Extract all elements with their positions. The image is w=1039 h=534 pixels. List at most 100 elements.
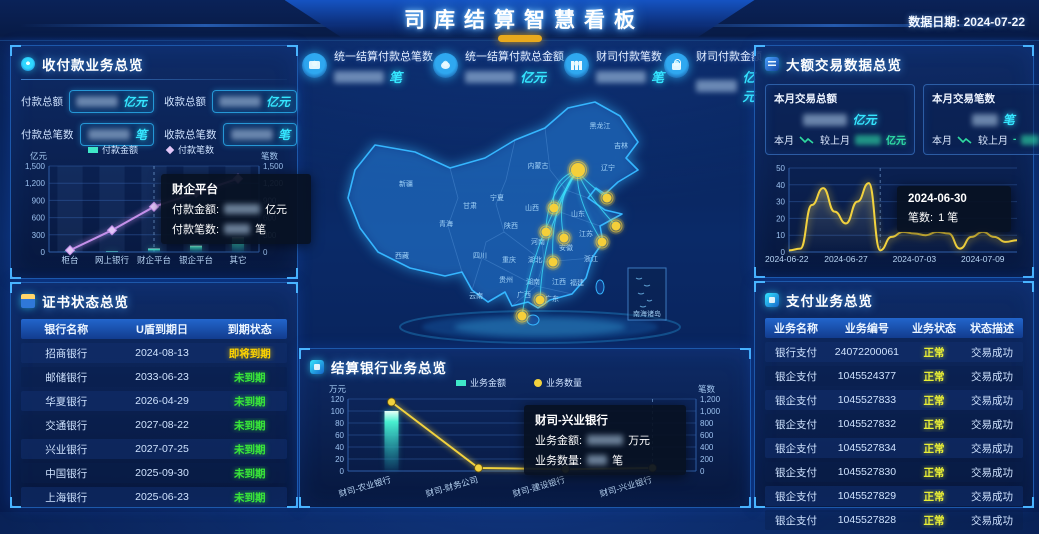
province-label: 浙江 bbox=[584, 254, 598, 263]
table-cell: 未到期 bbox=[234, 419, 266, 432]
table-cell: 1045527832 bbox=[837, 418, 897, 430]
svg-text:2024-06-22: 2024-06-22 bbox=[765, 254, 809, 264]
svg-text:80: 80 bbox=[335, 419, 344, 428]
table-cell: 银企支付 bbox=[774, 394, 817, 407]
corner-decor bbox=[754, 281, 765, 292]
table-cell: 银企支付 bbox=[774, 466, 817, 479]
header-decor-left bbox=[20, 24, 390, 27]
compare-label: 较上月 bbox=[820, 136, 850, 147]
eye-icon bbox=[21, 57, 35, 71]
payment-stats: 付款总额 亿元 收款总额 亿元 付款总笔数 笔 收款总笔数 笔 bbox=[11, 80, 298, 146]
table-cell: 邮储银行 bbox=[45, 371, 88, 384]
province-label: 西藏 bbox=[395, 251, 409, 260]
map-marker[interactable] bbox=[535, 295, 545, 305]
corner-decor bbox=[1023, 281, 1034, 292]
tooltip-label: 付款笔数: bbox=[172, 224, 220, 236]
chart-tooltip: 财司-兴业银行 业务金额: 万元 业务数量: 笔 bbox=[524, 405, 686, 475]
tooltip-title: 财企平台 bbox=[172, 184, 218, 196]
map-hub-marker[interactable] bbox=[571, 163, 585, 177]
corner-decor bbox=[287, 497, 298, 508]
map-marker[interactable] bbox=[548, 257, 558, 267]
box-label: 本月交易笔数 bbox=[932, 93, 995, 105]
value-box: 笔 bbox=[222, 123, 298, 146]
redacted-value bbox=[1021, 134, 1039, 145]
table-row: 银企支付 1045527830 正常 交易成功 bbox=[765, 462, 1023, 482]
svg-text:其它: 其它 bbox=[229, 255, 246, 265]
stat-unit: 笔 bbox=[651, 70, 665, 85]
table-cell: 即将到期 bbox=[228, 347, 271, 360]
stat-unit: 亿元 bbox=[266, 95, 291, 109]
map-marker[interactable] bbox=[611, 221, 621, 231]
top-stats-row: 统一结算付款总笔数 笔 统一结算付款总金额 亿元 财司付款笔数 笔 财司付款金额… bbox=[302, 48, 762, 104]
tooltip-unit: 亿元 bbox=[265, 204, 288, 216]
screen-icon bbox=[302, 53, 327, 78]
corner-decor bbox=[1023, 267, 1034, 278]
panel-settlement-bank: 结算银行业务总览 0 20 40 60 80 100 120 0 200 400 600 800 1,0… bbox=[299, 348, 751, 508]
stat-unit: 亿元 bbox=[520, 70, 547, 85]
table-cell: 华夏银行 bbox=[45, 395, 88, 408]
column-header: 业务名称 bbox=[773, 323, 818, 335]
svg-text:0: 0 bbox=[781, 248, 786, 257]
map-marker[interactable] bbox=[541, 227, 551, 237]
divider bbox=[21, 79, 287, 80]
stat-item: 付款总额 亿元 bbox=[21, 90, 155, 113]
map-marker[interactable] bbox=[559, 233, 569, 243]
svg-text:2024-06-27: 2024-06-27 bbox=[824, 254, 868, 264]
table-row: 上海银行 2025-06-23 未到期 bbox=[21, 487, 287, 507]
province-label: 湖南 bbox=[526, 277, 540, 286]
table-cell: 1045527830 bbox=[837, 466, 897, 478]
redacted-value bbox=[231, 129, 274, 140]
redacted-value bbox=[971, 113, 998, 126]
china-map[interactable]: 黑龙江 吉林 辽宁 内蒙古 新疆 甘肃 青海 宁夏 陕西 山西 河南 山东 江苏 安徽 湖北 湖南 江西 浙江 福建… bbox=[300, 90, 752, 346]
table-cell: 银企支付 bbox=[774, 514, 817, 527]
svg-text:付款金额: 付款金额 bbox=[102, 144, 138, 155]
svg-text:亿元: 亿元 bbox=[30, 151, 48, 161]
redacted-value bbox=[224, 204, 261, 214]
svg-text:0: 0 bbox=[340, 467, 345, 476]
table-cell: 正常 bbox=[923, 442, 945, 455]
compare-unit: 亿元 bbox=[886, 136, 906, 147]
table-row: 银企支付 1045527834 正常 交易成功 bbox=[765, 438, 1023, 458]
redacted-value bbox=[76, 96, 118, 107]
map-marker[interactable] bbox=[597, 237, 607, 247]
tooltip-title: 财司-兴业银行 bbox=[535, 415, 608, 427]
table-cell: 1045524377 bbox=[837, 370, 897, 382]
province-label: 青海 bbox=[439, 219, 453, 228]
table-cell: 交易成功 bbox=[971, 418, 1013, 431]
corner-decor bbox=[287, 268, 298, 279]
panel-title: 大额交易数据总览 bbox=[755, 46, 1033, 76]
redacted-value bbox=[855, 134, 881, 145]
table-cell: 24072200061 bbox=[834, 346, 900, 358]
svg-text:30: 30 bbox=[776, 198, 785, 207]
svg-text:40: 40 bbox=[335, 443, 344, 452]
map-marker[interactable] bbox=[602, 193, 612, 203]
map-marker[interactable] bbox=[549, 203, 559, 213]
map-marker[interactable] bbox=[517, 311, 527, 321]
table-cell: 交易成功 bbox=[971, 370, 1013, 383]
table-row: 银企支付 1045527829 正常 交易成功 bbox=[765, 486, 1023, 506]
redacted-value bbox=[587, 435, 624, 445]
table-cell: 银企支付 bbox=[774, 490, 817, 503]
stat-label: 收款总笔数 bbox=[164, 129, 217, 141]
tooltip-label: 业务金额: bbox=[535, 435, 583, 447]
province-label: 广西 bbox=[517, 290, 531, 299]
table-cell: 交易成功 bbox=[971, 466, 1013, 479]
svg-text:1,000: 1,000 bbox=[700, 407, 721, 416]
redacted-value bbox=[465, 70, 515, 83]
corner-decor bbox=[754, 45, 765, 56]
table-cell: 2027-08-22 bbox=[135, 419, 189, 431]
svg-text:财企平台: 财企平台 bbox=[137, 255, 171, 265]
stat-label: 财司付款金额 bbox=[696, 51, 763, 63]
table-row: 中国银行 2025-09-30 未到期 bbox=[21, 463, 287, 483]
table-cell: 2033-06-23 bbox=[135, 371, 189, 383]
panel-payment-overview: 收付款业务总览 付款总额 亿元 收款总额 亿元 付款总笔数 笔 收款总笔数 笔 … bbox=[10, 45, 311, 279]
province-label: 福建 bbox=[570, 278, 584, 287]
svg-text:柜台: 柜台 bbox=[61, 255, 78, 265]
box-label: 本月交易总额 bbox=[774, 93, 837, 105]
list-icon bbox=[765, 57, 779, 71]
value-box: 亿元 bbox=[69, 90, 155, 113]
table-row: 银行支付 24072200061 正常 交易成功 bbox=[765, 342, 1023, 362]
map-inset-label: 南海诸岛 bbox=[633, 309, 661, 318]
svg-text:20: 20 bbox=[776, 214, 785, 223]
table-header-row: 银行名称 U盾到期日 到期状态 bbox=[21, 319, 287, 339]
